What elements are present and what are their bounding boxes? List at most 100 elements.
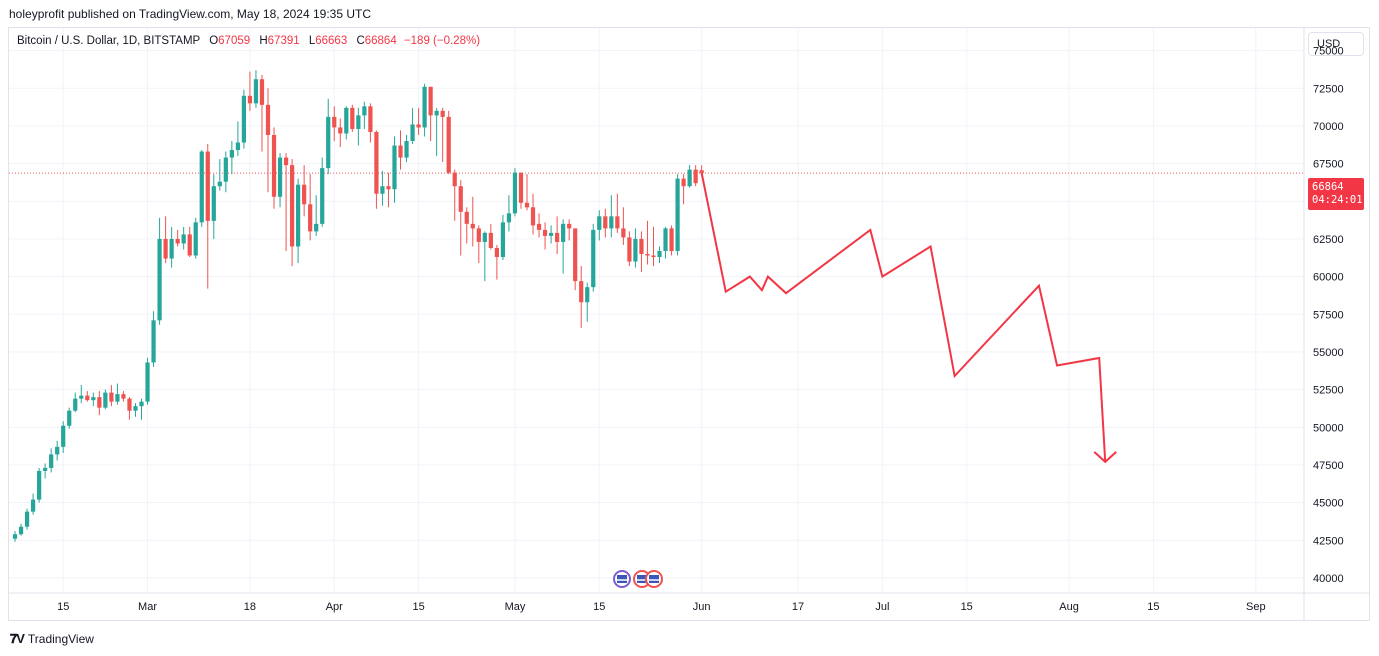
candle-body — [368, 106, 373, 132]
candle-body — [639, 238, 644, 254]
candle-body — [91, 397, 96, 401]
candle-body — [627, 237, 632, 262]
candle-body — [350, 107, 355, 129]
x-tick-label: Sep — [1246, 601, 1266, 613]
candle-body — [61, 425, 66, 447]
candle-body — [693, 169, 698, 184]
y-tick-label: 67500 — [1313, 159, 1344, 171]
candle-body — [464, 211, 469, 224]
candle-body — [55, 446, 60, 455]
candle-body — [338, 127, 343, 134]
candle-body — [320, 168, 325, 224]
candle-body — [163, 238, 168, 259]
x-tick-label: Jun — [693, 601, 711, 613]
candle-body — [615, 216, 620, 229]
low-label: L — [308, 35, 316, 47]
candle-body — [199, 151, 204, 223]
candle-body — [103, 392, 108, 408]
candle-body — [374, 131, 379, 194]
candle-body — [699, 170, 704, 174]
candle-body — [187, 234, 192, 256]
open-label: O — [209, 35, 219, 47]
candle-body — [344, 107, 349, 134]
candle-body — [145, 362, 150, 402]
candle-body — [398, 145, 403, 158]
candle-body — [302, 184, 307, 205]
x-tick-label: 15 — [593, 601, 605, 613]
candle-body — [392, 145, 397, 190]
candle-body — [283, 157, 289, 166]
candle-body — [24, 511, 30, 527]
flag-field — [617, 575, 627, 583]
candle-body — [621, 228, 626, 238]
candle-body — [591, 229, 596, 288]
tradingview-logo-icon: 𝟕V — [10, 631, 25, 646]
candle-body — [12, 534, 18, 539]
candle-body — [548, 232, 554, 236]
candle-body — [121, 394, 126, 399]
currency-button[interactable]: USD — [1308, 32, 1364, 56]
candle-body — [362, 106, 367, 116]
candle-body — [476, 228, 481, 242]
candle-body — [79, 395, 84, 399]
candle-body — [253, 79, 259, 104]
candle-body — [585, 287, 590, 303]
chart-grid — [9, 28, 1304, 593]
symbol-name: Bitcoin / U.S. Dollar, 1D, BITSTAMP — [17, 35, 200, 47]
x-tick-label: Jul — [875, 601, 889, 613]
candle-body — [506, 213, 512, 223]
y-tick-label: 47500 — [1313, 460, 1344, 472]
last-price-value: 66864 — [1312, 181, 1344, 193]
high-value: 67391 — [267, 35, 300, 47]
candle-body — [49, 454, 54, 468]
projection-line — [700, 172, 1107, 462]
chart-frame — [8, 27, 1370, 621]
candle-body — [573, 228, 578, 282]
candle-body — [470, 223, 475, 229]
candle-body — [687, 169, 692, 187]
candle-body — [597, 216, 602, 230]
candle-body — [603, 216, 608, 229]
candle-body — [97, 397, 102, 408]
last-price-tag: 66864 04:24:01 — [1308, 178, 1364, 210]
candle-body — [235, 142, 240, 151]
candle-body — [265, 104, 271, 135]
candle-body — [530, 207, 536, 226]
candle-body — [332, 116, 337, 128]
candle-body — [536, 223, 542, 230]
projection-arrowhead — [1093, 451, 1117, 464]
x-tick-label: Aug — [1059, 601, 1079, 613]
candle-body — [446, 116, 451, 173]
flag-field — [649, 575, 659, 583]
candle-body — [115, 394, 120, 402]
candle-body — [512, 172, 518, 214]
candle-body — [223, 157, 228, 182]
candle-body — [657, 250, 662, 258]
candle-body — [43, 467, 48, 471]
x-tick-label: 15 — [961, 601, 973, 613]
candle-body — [386, 186, 391, 190]
candle-body — [157, 238, 162, 321]
candle-body — [37, 470, 42, 500]
candle-body — [175, 238, 180, 244]
candle-body — [289, 165, 295, 247]
y-tick-label: 75000 — [1313, 46, 1344, 58]
x-tick-label: 17 — [792, 601, 804, 613]
candle-body — [410, 124, 415, 141]
bar-countdown: 04:24:01 — [1312, 194, 1363, 206]
candle-body — [416, 124, 421, 128]
candle-body — [247, 95, 253, 104]
candle-body — [567, 223, 572, 229]
candle-body — [434, 110, 439, 116]
candle-body — [211, 186, 216, 221]
y-tick-label: 72500 — [1313, 83, 1344, 95]
candle-body — [440, 110, 445, 117]
x-tick-label: 15 — [1147, 601, 1159, 613]
change-value: −189 (−0.28%) — [403, 35, 481, 47]
footer-brand[interactable]: 𝟕V TradingView — [10, 631, 94, 647]
candle-body — [458, 186, 463, 212]
candle-body — [181, 234, 186, 244]
event-flags — [613, 570, 663, 588]
candle-body — [663, 228, 668, 251]
